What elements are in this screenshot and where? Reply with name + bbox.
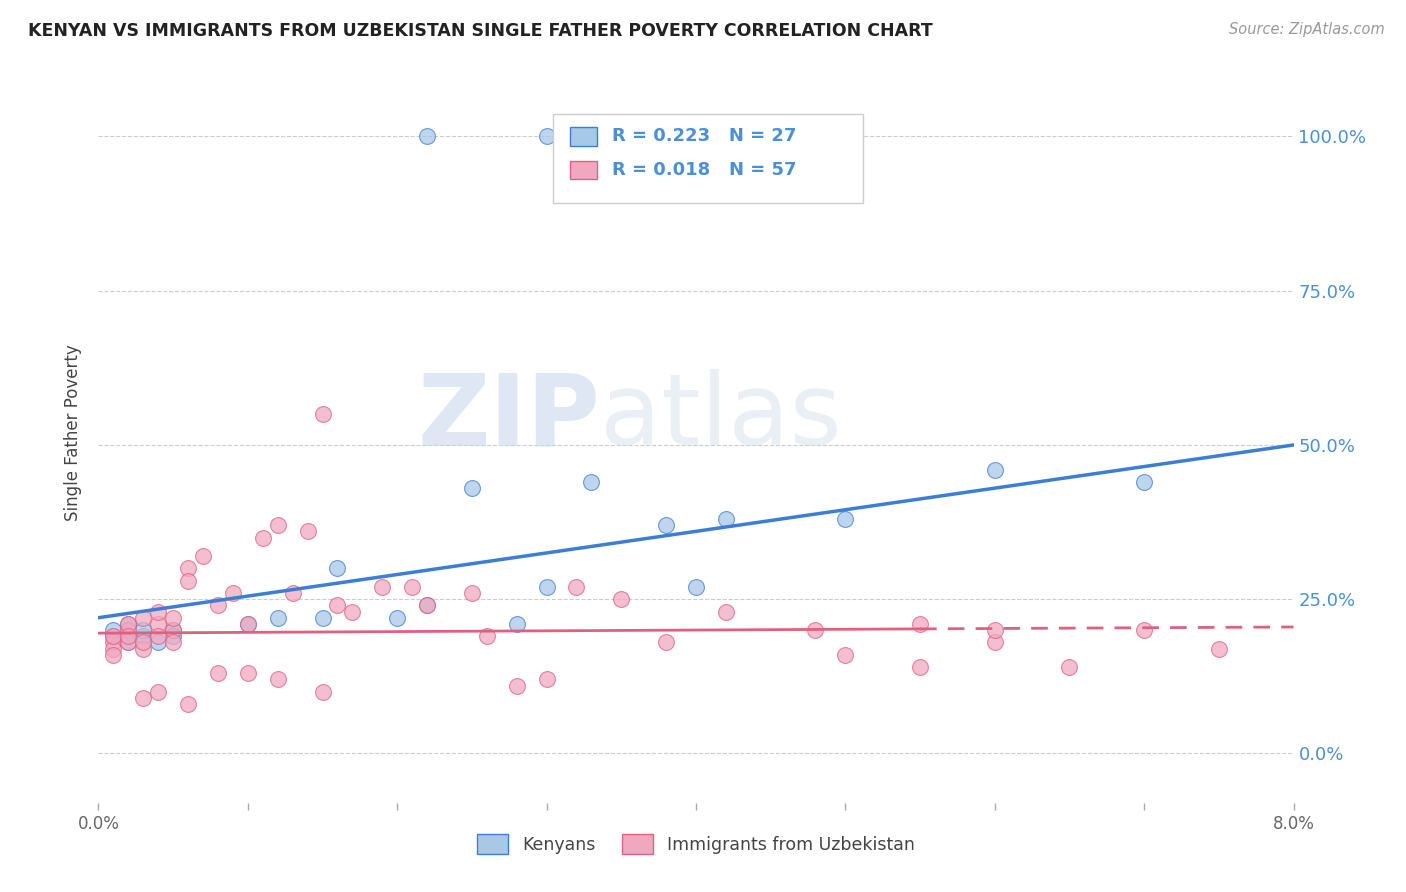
Point <box>132 623 155 637</box>
Point <box>103 641 125 656</box>
Point <box>416 129 439 144</box>
Text: R = 0.018   N = 57: R = 0.018 N = 57 <box>613 161 797 178</box>
Point <box>162 623 184 637</box>
Point <box>222 586 245 600</box>
Text: atlas: atlas <box>600 369 842 467</box>
Point <box>536 673 558 687</box>
Point <box>207 666 229 681</box>
Point <box>117 635 139 649</box>
Point <box>610 592 633 607</box>
Point <box>385 611 409 625</box>
Point <box>267 673 290 687</box>
Point <box>207 599 229 613</box>
Point <box>148 605 170 619</box>
Point <box>297 524 319 539</box>
FancyBboxPatch shape <box>553 114 863 203</box>
Point <box>148 635 170 649</box>
FancyBboxPatch shape <box>571 161 598 179</box>
Point <box>148 685 170 699</box>
Point <box>281 586 304 600</box>
Point <box>132 629 155 643</box>
Point <box>148 616 170 631</box>
Point <box>177 574 200 588</box>
Point <box>326 599 349 613</box>
Point <box>655 518 678 533</box>
Point <box>311 407 333 421</box>
Point <box>117 623 139 637</box>
Point <box>804 623 827 637</box>
Text: ZIP: ZIP <box>418 369 600 467</box>
Point <box>908 660 931 674</box>
Point <box>565 580 588 594</box>
Point <box>401 580 423 594</box>
Point <box>581 475 603 489</box>
Point <box>984 635 1007 649</box>
Text: KENYAN VS IMMIGRANTS FROM UZBEKISTAN SINGLE FATHER POVERTY CORRELATION CHART: KENYAN VS IMMIGRANTS FROM UZBEKISTAN SIN… <box>28 22 932 40</box>
Point <box>162 611 184 625</box>
Point <box>236 616 259 631</box>
Point <box>117 635 139 649</box>
Point <box>103 635 125 649</box>
Point <box>1208 641 1230 656</box>
Point <box>461 586 484 600</box>
FancyBboxPatch shape <box>571 128 598 145</box>
Point <box>371 580 394 594</box>
Point <box>177 697 200 711</box>
Point <box>834 648 856 662</box>
Point <box>536 129 558 144</box>
Point <box>103 629 125 643</box>
Point <box>103 623 125 637</box>
Point <box>117 629 139 643</box>
Point <box>342 605 364 619</box>
Point <box>326 561 349 575</box>
Point <box>475 629 498 643</box>
Point <box>714 512 737 526</box>
Point <box>984 623 1007 637</box>
Point <box>252 531 274 545</box>
Point <box>117 616 139 631</box>
Point <box>132 641 155 656</box>
Point <box>267 518 290 533</box>
Point <box>506 679 529 693</box>
Point <box>506 616 529 631</box>
Point <box>132 611 155 625</box>
Point <box>655 635 678 649</box>
Point <box>1133 623 1156 637</box>
Point <box>132 690 155 705</box>
Point <box>416 599 439 613</box>
Legend: Kenyans, Immigrants from Uzbekistan: Kenyans, Immigrants from Uzbekistan <box>470 827 922 861</box>
Point <box>685 580 707 594</box>
Point <box>117 616 139 631</box>
Point <box>103 629 125 643</box>
Point <box>984 462 1007 476</box>
Point <box>162 623 184 637</box>
Point <box>132 635 155 649</box>
Point <box>162 635 184 649</box>
Point <box>461 481 484 495</box>
Point <box>191 549 214 563</box>
Point <box>416 599 439 613</box>
Point <box>162 629 184 643</box>
Point <box>311 611 333 625</box>
Point <box>267 611 290 625</box>
Point <box>834 512 856 526</box>
Point <box>236 616 259 631</box>
Text: Source: ZipAtlas.com: Source: ZipAtlas.com <box>1229 22 1385 37</box>
Point <box>236 666 259 681</box>
Point <box>714 605 737 619</box>
Point <box>1133 475 1156 489</box>
Text: R = 0.223   N = 27: R = 0.223 N = 27 <box>613 128 797 145</box>
Y-axis label: Single Father Poverty: Single Father Poverty <box>65 344 83 521</box>
Point <box>311 685 333 699</box>
Point <box>908 616 931 631</box>
Point <box>148 629 170 643</box>
Point <box>177 561 200 575</box>
Point <box>1059 660 1081 674</box>
Point <box>103 648 125 662</box>
Point <box>536 580 558 594</box>
